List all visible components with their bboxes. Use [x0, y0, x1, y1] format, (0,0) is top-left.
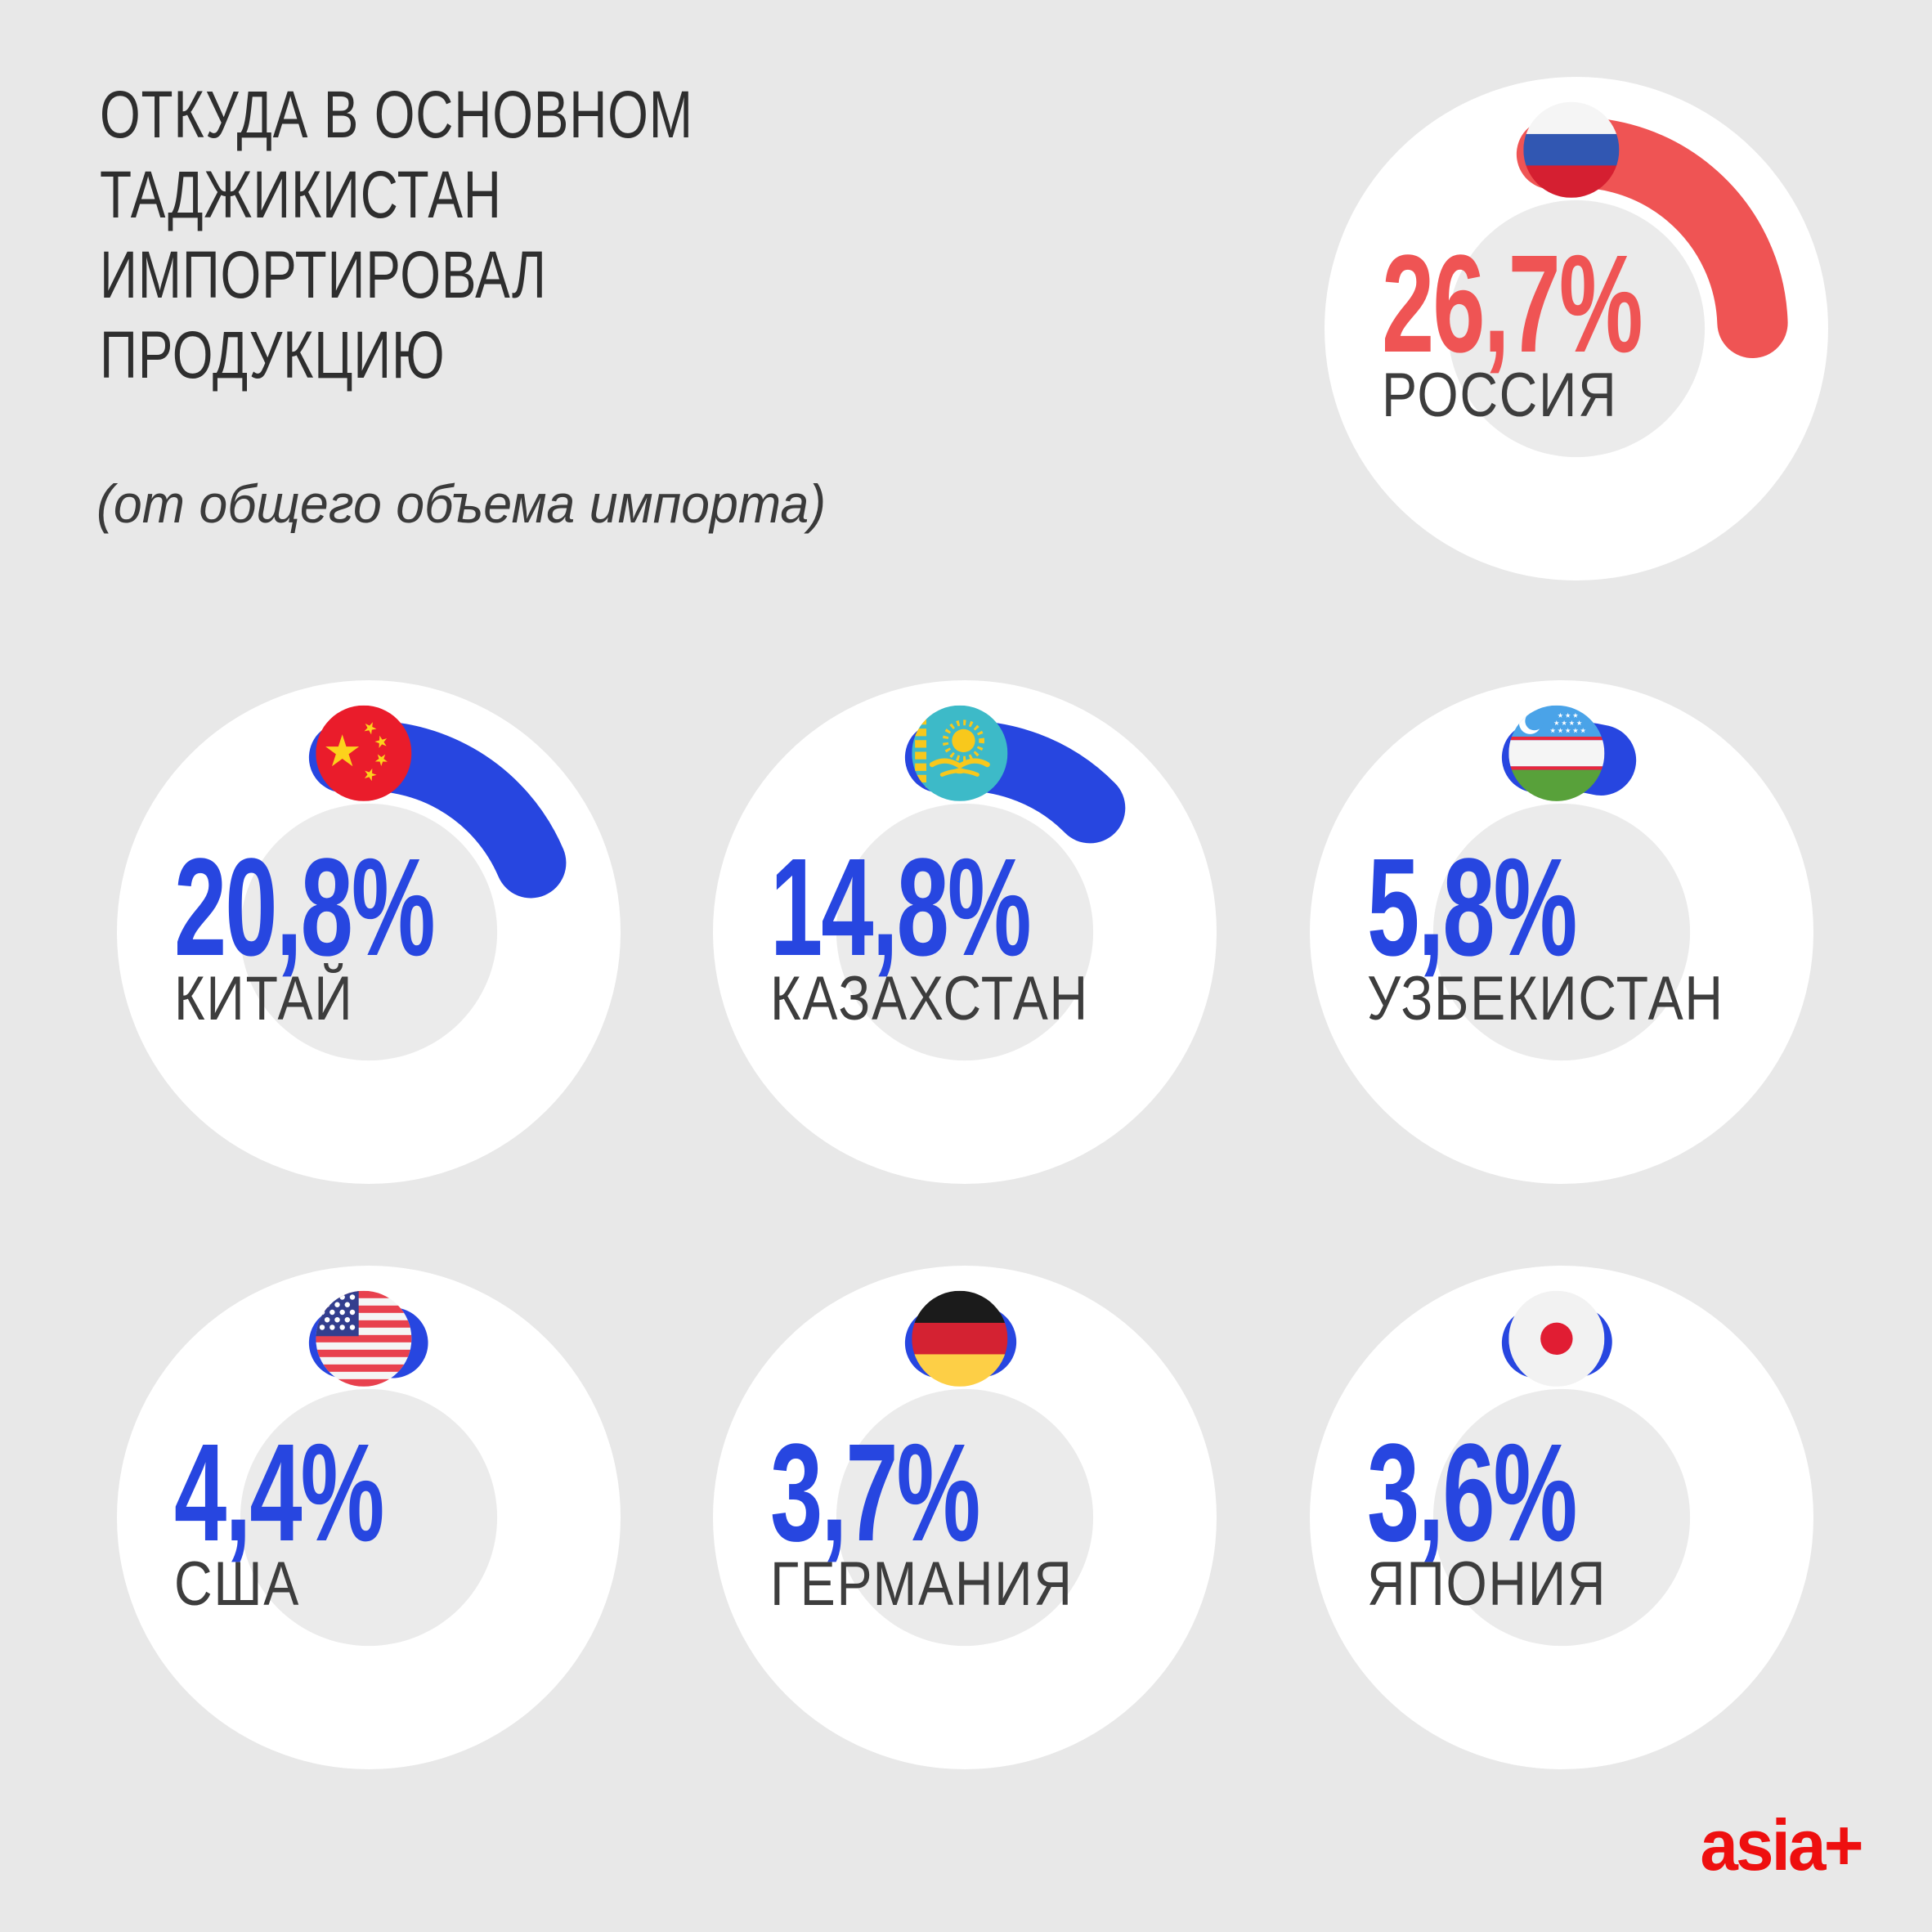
country-name-label: УЗБЕКИСТАН — [1367, 964, 1724, 1033]
country-name-label: США — [174, 1549, 301, 1619]
country-gauge-card-uzbekistan: 5,8% УЗБЕКИСТАН — [1310, 680, 1813, 1184]
donut-hole — [1432, 1388, 1691, 1647]
country-name-label: ГЕРМАНИЯ — [770, 1549, 1074, 1619]
percent-value: 5,8% — [1367, 830, 1577, 985]
gauge-ring-svg — [117, 680, 621, 1184]
country-name-label: КАЗАХСТАН — [770, 964, 1089, 1033]
gauge-ring-svg — [1310, 1266, 1813, 1769]
percent-value: 26,7% — [1382, 226, 1643, 382]
donut-hole — [240, 803, 498, 1061]
flag-germany-icon — [912, 1290, 1008, 1387]
country-gauge-card-kazakhstan: 14,8% КАЗАХСТАН — [713, 680, 1217, 1184]
country-gauge-card-usa: 4,4% США — [117, 1266, 621, 1769]
gauge-ring-svg — [1310, 680, 1813, 1184]
asia-plus-logo: asia+ — [1700, 1804, 1864, 1885]
flag-uzbekistan-icon — [1508, 705, 1605, 801]
country-name-label: КИТАЙ — [174, 964, 354, 1033]
percent-value: 3,6% — [1367, 1415, 1577, 1571]
percent-value: 4,4% — [174, 1415, 384, 1571]
country-gauge-card-china: 20,8% КИТАЙ — [117, 680, 621, 1184]
country-name-label: ЯПОНИЯ — [1367, 1549, 1607, 1619]
gauge-ring-svg — [1325, 77, 1828, 580]
country-gauge-card-germany: 3,7% ГЕРМАНИЯ — [713, 1266, 1217, 1769]
gauge-ring-svg — [713, 1266, 1217, 1769]
donut-hole — [836, 803, 1094, 1061]
country-gauge-card-russia: 26,7% РОССИЯ — [1325, 77, 1828, 580]
donut-hole — [240, 1388, 498, 1647]
flag-usa-icon — [316, 1290, 412, 1387]
percent-value: 20,8% — [174, 830, 436, 985]
gauge-ring-svg — [713, 680, 1217, 1184]
country-gauge-card-japan: 3,6% ЯПОНИЯ — [1310, 1266, 1813, 1769]
flag-japan-icon — [1508, 1290, 1605, 1387]
donut-hole — [1447, 199, 1706, 458]
percent-value: 14,8% — [770, 830, 1032, 985]
country-name-label: РОССИЯ — [1382, 361, 1618, 430]
flag-russia-icon — [1523, 101, 1620, 198]
percent-value: 3,7% — [770, 1415, 980, 1571]
flag-kazakhstan-icon — [912, 705, 1008, 801]
gauge-ring-svg — [117, 1266, 621, 1769]
donut-hole — [836, 1388, 1094, 1647]
flag-china-icon — [316, 705, 412, 801]
infographic-title: ОТКУДА В ОСНОВНОМ ТАДЖИКИСТАН ИМПОРТИРОВ… — [100, 78, 693, 392]
infographic-subtitle: (от общего объема импорта) — [96, 473, 827, 534]
donut-hole — [1432, 803, 1691, 1061]
